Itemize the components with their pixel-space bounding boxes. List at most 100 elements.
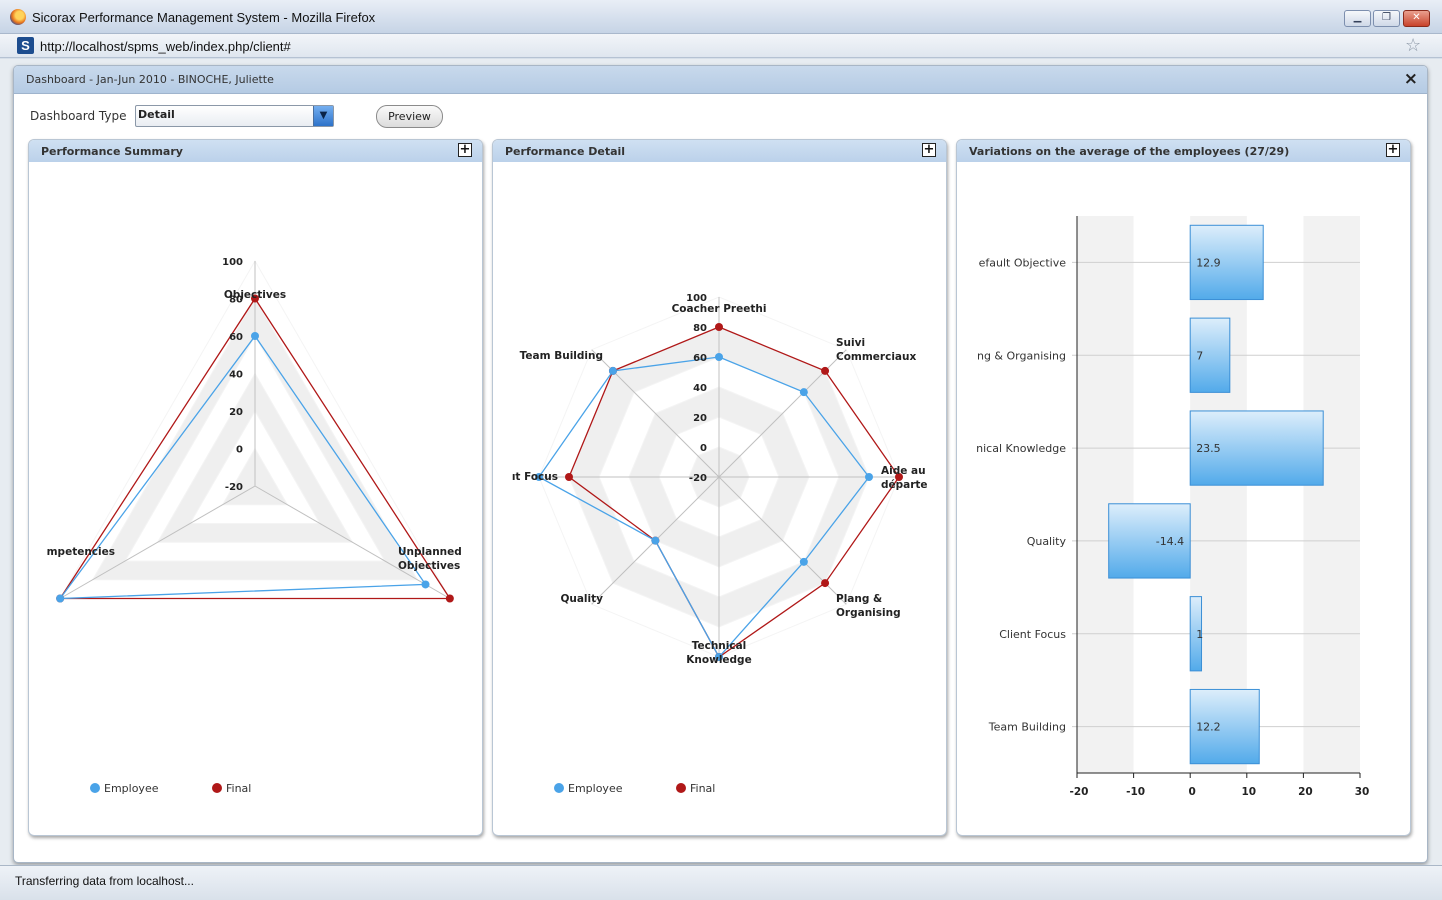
radar-point-employee bbox=[715, 353, 723, 361]
x-tick-label: -20 bbox=[1070, 786, 1089, 798]
radar-point-employee bbox=[715, 653, 723, 661]
dashboard-type-label: Dashboard Type bbox=[30, 109, 127, 123]
radar-axis-label: Organising bbox=[836, 607, 901, 619]
radar-axis-label: ıt Focus bbox=[512, 471, 558, 483]
radar-series-final bbox=[58, 297, 452, 600]
radar-axis-label: Aide au bbox=[881, 465, 926, 477]
radar-tick-label: 20 bbox=[229, 407, 243, 418]
x-tick-label: 30 bbox=[1355, 786, 1370, 798]
bar-value-label: 12.2 bbox=[1196, 721, 1221, 734]
x-tick-label: 10 bbox=[1241, 786, 1256, 798]
dashboard-header: Dashboard - Jan-Jun 2010 - BINOCHE, Juli… bbox=[14, 66, 1427, 94]
radar-tick-label: 60 bbox=[693, 353, 707, 364]
site-favicon-icon: S bbox=[17, 37, 34, 54]
detail-radar-chart: 100 80 60 40 20 0 -20 Coacher Preethi Suivi Comme… bbox=[512, 293, 928, 795]
radar-tick-label: 40 bbox=[693, 383, 707, 394]
panel-header: Performance Summary + bbox=[29, 140, 482, 162]
legend-label: Final bbox=[690, 782, 715, 795]
dashboard-controls: Dashboard Type Detail ▼ Preview bbox=[14, 94, 1427, 138]
bar-value-label: 1 bbox=[1196, 628, 1203, 641]
radar-point-final bbox=[445, 594, 454, 603]
radar-axis-label: Unplanned bbox=[398, 546, 462, 558]
dashboard-window: Dashboard - Jan-Jun 2010 - BINOCHE, Juli… bbox=[13, 65, 1428, 863]
dashboard-title: Dashboard - Jan-Jun 2010 - BINOCHE, Juli… bbox=[26, 73, 274, 86]
maximize-panel-icon[interactable]: + bbox=[458, 142, 472, 157]
radar-point-employee bbox=[535, 473, 543, 481]
chart-band bbox=[1303, 216, 1360, 773]
bar-value-label: 12.9 bbox=[1196, 256, 1221, 269]
radar-axis-label: départe bbox=[881, 479, 928, 491]
radar-axis-label: Objectives bbox=[398, 560, 460, 572]
chart-band bbox=[1190, 216, 1247, 773]
radar-axis-label: Quality bbox=[560, 593, 603, 605]
bar-value-label: -14.4 bbox=[1156, 535, 1184, 548]
variations-panel: Variations on the average of the employe… bbox=[956, 139, 1411, 836]
radar-axis-line bbox=[59, 485, 256, 599]
radar-axis-label: Coacher Preethi bbox=[672, 303, 767, 315]
legend-label: Final bbox=[226, 782, 251, 795]
radar-tick-label: 100 bbox=[222, 257, 243, 268]
bar bbox=[1189, 224, 1264, 301]
minimize-button[interactable]: ▁ bbox=[1344, 10, 1371, 27]
dashboard-type-select[interactable]: Detail ▼ bbox=[135, 105, 334, 127]
radar-tick-label: 20 bbox=[693, 413, 707, 424]
legend-marker bbox=[676, 783, 686, 793]
radar-axis-label: Objectives bbox=[224, 289, 286, 301]
bookmark-star-icon[interactable]: ☆ bbox=[1405, 35, 1422, 56]
variations-bar-chart: efault Objective 12.9 ng & Organising 7 nica… bbox=[976, 216, 1370, 798]
url-input[interactable] bbox=[40, 37, 1400, 55]
page-content: Dashboard - Jan-Jun 2010 - BINOCHE, Juli… bbox=[0, 59, 1442, 865]
radar-tick-label: -20 bbox=[225, 482, 243, 493]
maximize-panel-icon[interactable]: + bbox=[1386, 142, 1400, 157]
radar-axis-label: mpetencies bbox=[47, 546, 115, 558]
bar bbox=[1189, 317, 1231, 393]
chart-band bbox=[1077, 216, 1134, 773]
bar bbox=[1108, 503, 1191, 579]
radar-point-employee bbox=[651, 536, 660, 545]
bar bbox=[1189, 596, 1203, 672]
radar-axis-label: Plang & bbox=[836, 593, 882, 605]
category-label: efault Objective bbox=[979, 256, 1067, 269]
radar-tick-label: 100 bbox=[686, 293, 707, 304]
legend-marker bbox=[212, 783, 222, 793]
radar-point-employee bbox=[865, 473, 873, 481]
panel-header: Performance Detail + bbox=[493, 140, 946, 162]
radar-axis-line bbox=[254, 485, 451, 599]
category-label: Quality bbox=[1027, 535, 1067, 548]
radar-axis-label: Technical bbox=[692, 640, 747, 652]
bar-value-label: 7 bbox=[1196, 349, 1203, 362]
category-label: nical Knowledge bbox=[976, 442, 1066, 455]
status-text: Transferring data from localhost... bbox=[15, 874, 194, 888]
summary-radar-chart: 100 80 60 40 20 0 -20 Objectives Unplanned Object… bbox=[47, 257, 462, 795]
performance-summary-panel: Performance Summary + 100 80 60 40 20 0 -20 Obj… bbox=[28, 139, 483, 836]
dashboard-close-icon[interactable]: × bbox=[1403, 69, 1418, 89]
legend-label: Employee bbox=[104, 782, 159, 795]
dashboard-type-value: Detail bbox=[138, 108, 175, 121]
radar-point-employee bbox=[56, 594, 65, 603]
legend-label: Employee bbox=[568, 782, 623, 795]
maximize-button[interactable]: ❐ bbox=[1373, 10, 1400, 27]
x-tick-label: -10 bbox=[1126, 786, 1145, 798]
radar-axis-label: Team Building bbox=[520, 350, 603, 362]
radar-point-employee bbox=[608, 366, 617, 375]
maximize-panel-icon[interactable]: + bbox=[922, 142, 936, 157]
category-label: Team Building bbox=[988, 721, 1066, 734]
radar-tick-label: 0 bbox=[236, 445, 243, 456]
bar-value-label: 23.5 bbox=[1196, 442, 1221, 455]
browser-titlebar: Sicorax Performance Management System - … bbox=[0, 0, 1442, 34]
category-label: ng & Organising bbox=[977, 349, 1066, 362]
radar-point-employee bbox=[251, 332, 259, 340]
preview-button[interactable]: Preview bbox=[376, 105, 443, 128]
radar-point-final bbox=[895, 473, 903, 481]
radar-point-employee bbox=[799, 388, 808, 397]
radar-point-final bbox=[715, 323, 723, 331]
firefox-logo-icon bbox=[10, 9, 26, 25]
radar-series-employee bbox=[58, 334, 427, 600]
category-label: Client Focus bbox=[999, 628, 1066, 641]
radar-tick-label: 80 bbox=[229, 295, 243, 306]
radar-tick-label: 0 bbox=[700, 443, 707, 454]
dropdown-arrow-icon[interactable]: ▼ bbox=[313, 106, 333, 126]
close-window-button[interactable]: ✕ bbox=[1403, 10, 1430, 27]
radar-point-employee bbox=[421, 580, 430, 589]
radar-axis-label: Commerciaux bbox=[836, 351, 916, 363]
